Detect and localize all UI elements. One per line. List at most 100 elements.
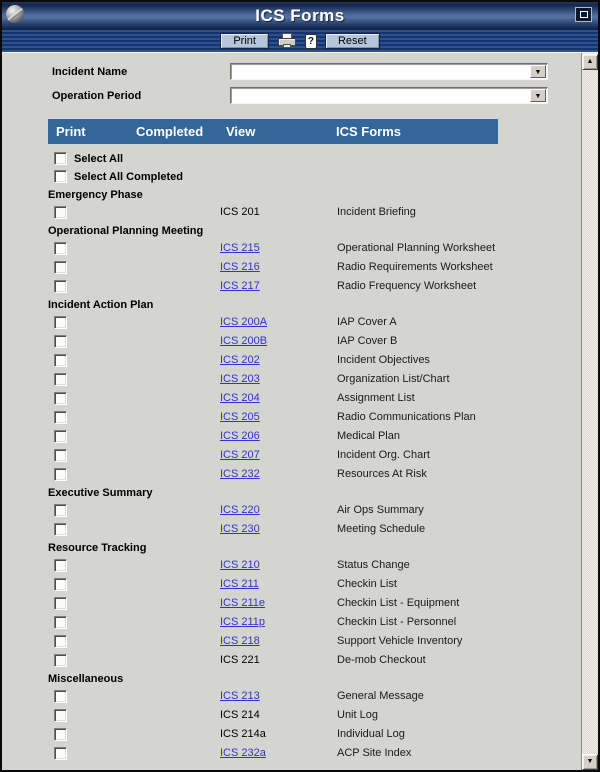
table-row: ICS 214 Unit Log bbox=[48, 707, 558, 726]
print-checkbox[interactable] bbox=[54, 373, 67, 386]
table-row: ICS 232a ACP Site Index bbox=[48, 745, 558, 764]
table-row: ICS 207 Incident Org. Chart bbox=[48, 447, 558, 466]
view-form-link[interactable]: ICS 232a bbox=[220, 747, 266, 759]
print-checkbox[interactable] bbox=[54, 635, 67, 648]
view-form-link[interactable]: ICS 204 bbox=[220, 392, 260, 404]
print-checkbox[interactable] bbox=[54, 616, 67, 629]
print-checkbox[interactable] bbox=[54, 597, 67, 610]
print-checkbox[interactable] bbox=[54, 468, 67, 481]
vertical-scrollbar[interactable]: ▲ ▼ bbox=[581, 53, 598, 770]
table-row: ICS 200B IAP Cover B bbox=[48, 333, 558, 352]
reset-button[interactable]: Reset bbox=[324, 33, 380, 49]
incident-name-label: Incident Name bbox=[52, 66, 128, 78]
view-form-link[interactable]: ICS 217 bbox=[220, 280, 260, 292]
select-all-label: Select All bbox=[74, 153, 124, 165]
chevron-down-icon[interactable]: ▼ bbox=[530, 65, 546, 78]
select-all-checkbox[interactable] bbox=[54, 152, 67, 165]
table-row: ICS 202 Incident Objectives bbox=[48, 352, 558, 371]
section-header: Miscellaneous bbox=[48, 673, 124, 685]
table-row: ICS 210 Status Change bbox=[48, 557, 558, 576]
form-description: General Message bbox=[337, 690, 424, 702]
maximize-icon[interactable] bbox=[575, 7, 592, 22]
table-row: ICS 214a Individual Log bbox=[48, 726, 558, 745]
table-row: ICS 204 Assignment List bbox=[48, 390, 558, 409]
form-description: Operational Planning Worksheet bbox=[337, 242, 496, 254]
view-form-link[interactable]: ICS 206 bbox=[220, 430, 260, 442]
printer-icon[interactable] bbox=[277, 33, 297, 49]
app-logo-icon bbox=[6, 5, 24, 23]
print-checkbox[interactable] bbox=[54, 316, 67, 329]
view-form-link[interactable]: ICS 200B bbox=[220, 335, 268, 347]
help-icon[interactable]: ? bbox=[304, 33, 317, 49]
print-checkbox[interactable] bbox=[54, 523, 67, 536]
table-row: ICS 217 Radio Frequency Worksheet bbox=[48, 278, 558, 297]
view-form-link[interactable]: ICS 202 bbox=[220, 354, 260, 366]
view-form-link[interactable]: ICS 205 bbox=[220, 411, 260, 423]
view-form-link[interactable]: ICS 207 bbox=[220, 449, 260, 461]
print-checkbox[interactable] bbox=[54, 430, 67, 443]
print-checkbox[interactable] bbox=[54, 690, 67, 703]
view-form-link[interactable]: ICS 220 bbox=[220, 504, 260, 516]
form-description: Incident Objectives bbox=[337, 354, 430, 366]
select-all-completed-checkbox[interactable] bbox=[54, 170, 67, 183]
chevron-down-icon[interactable]: ▼ bbox=[530, 89, 546, 102]
form-description: Resources At Risk bbox=[337, 468, 427, 480]
form-description: Checkin List - Personnel bbox=[337, 616, 457, 628]
view-form-link[interactable]: ICS 200A bbox=[220, 316, 268, 328]
print-checkbox[interactable] bbox=[54, 709, 67, 722]
form-description: IAP Cover A bbox=[337, 316, 397, 328]
view-form-link[interactable]: ICS 216 bbox=[220, 261, 260, 273]
view-form-link[interactable]: ICS 211e bbox=[220, 597, 266, 609]
form-description: Radio Frequency Worksheet bbox=[337, 280, 477, 292]
operation-period-select[interactable]: ▼ bbox=[230, 87, 548, 104]
print-checkbox[interactable] bbox=[54, 559, 67, 572]
view-form-link[interactable]: ICS 203 bbox=[220, 373, 260, 385]
print-checkbox[interactable] bbox=[54, 654, 67, 667]
form-description: IAP Cover B bbox=[337, 335, 398, 347]
table-row: ICS 211e Checkin List - Equipment bbox=[48, 595, 558, 614]
form-description: Individual Log bbox=[337, 728, 405, 740]
scroll-down-icon[interactable]: ▼ bbox=[582, 754, 598, 770]
print-checkbox[interactable] bbox=[54, 335, 67, 348]
view-form-link[interactable]: ICS 218 bbox=[220, 635, 260, 647]
forms-list: Select All Select All Completed Emergenc… bbox=[48, 151, 558, 764]
print-button[interactable]: Print bbox=[220, 33, 269, 49]
select-all-row: Select All bbox=[48, 151, 558, 169]
form-code-text: ICS 201 bbox=[220, 206, 260, 218]
section-header: Emergency Phase bbox=[48, 189, 143, 201]
section-header: Incident Action Plan bbox=[48, 299, 154, 311]
view-form-link[interactable]: ICS 213 bbox=[220, 690, 260, 702]
view-form-link[interactable]: ICS 211 bbox=[220, 578, 259, 590]
print-checkbox[interactable] bbox=[54, 449, 67, 462]
print-checkbox[interactable] bbox=[54, 728, 67, 741]
table-row: ICS 230 Meeting Schedule bbox=[48, 521, 558, 540]
table-row: ICS 205 Radio Communications Plan bbox=[48, 409, 558, 428]
print-checkbox[interactable] bbox=[54, 280, 67, 293]
view-form-link[interactable]: ICS 230 bbox=[220, 523, 260, 535]
print-checkbox[interactable] bbox=[54, 242, 67, 255]
form-code-text: ICS 214 bbox=[220, 709, 260, 721]
table-row: ICS 221 De-mob Checkout bbox=[48, 652, 558, 671]
section-header: Operational Planning Meeting bbox=[48, 225, 204, 237]
incident-name-select[interactable]: ▼ bbox=[230, 63, 548, 80]
form-description: Incident Briefing bbox=[337, 206, 416, 218]
table-row: ICS 216 Radio Requirements Worksheet bbox=[48, 259, 558, 278]
print-checkbox[interactable] bbox=[54, 411, 67, 424]
print-checkbox[interactable] bbox=[54, 504, 67, 517]
print-checkbox[interactable] bbox=[54, 392, 67, 405]
section-header: Resource Tracking bbox=[48, 542, 147, 554]
print-checkbox[interactable] bbox=[54, 747, 67, 760]
view-form-link[interactable]: ICS 215 bbox=[220, 242, 260, 254]
view-form-link[interactable]: ICS 232 bbox=[220, 468, 260, 480]
print-checkbox[interactable] bbox=[54, 261, 67, 274]
column-header-print: Print bbox=[56, 124, 86, 139]
form-description: Checkin List bbox=[337, 578, 397, 590]
view-form-link[interactable]: ICS 210 bbox=[220, 559, 260, 571]
table-row: ICS 213 General Message bbox=[48, 688, 558, 707]
print-checkbox[interactable] bbox=[54, 578, 67, 591]
print-checkbox[interactable] bbox=[54, 206, 67, 219]
scroll-up-icon[interactable]: ▲ bbox=[582, 54, 598, 70]
operation-period-value bbox=[231, 92, 234, 104]
view-form-link[interactable]: ICS 211p bbox=[220, 616, 266, 628]
print-checkbox[interactable] bbox=[54, 354, 67, 367]
